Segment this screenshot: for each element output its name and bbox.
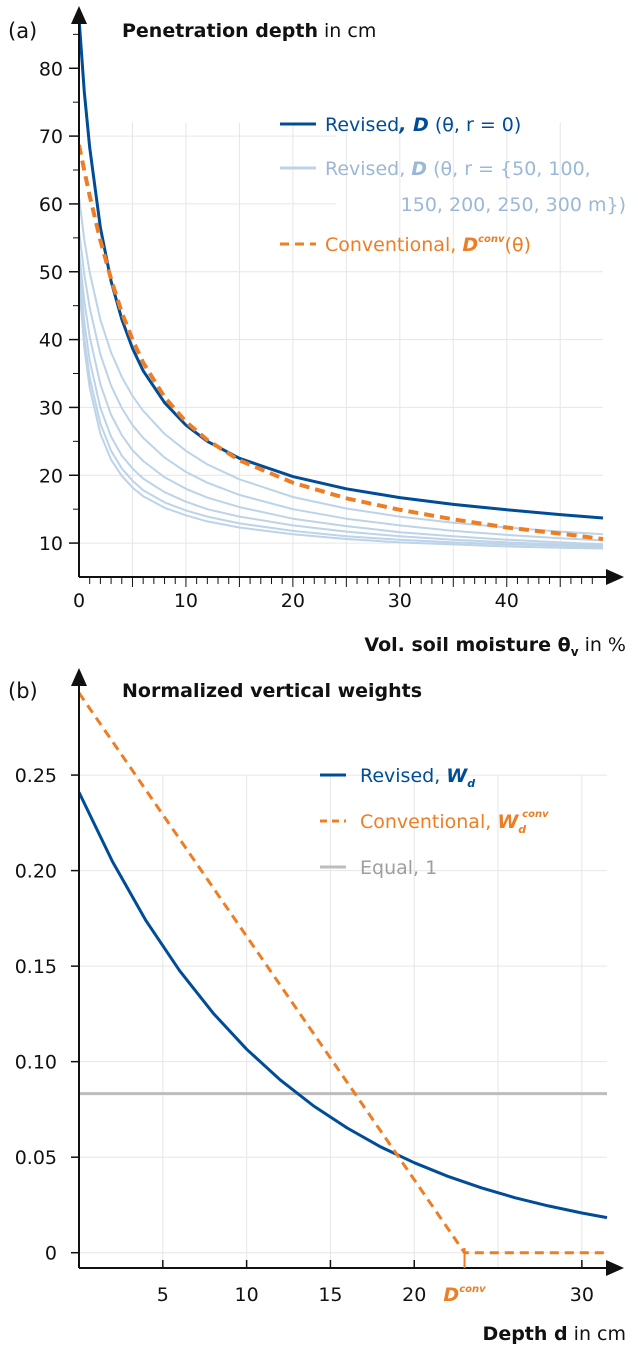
x-tick-label: 40 (495, 590, 519, 612)
series-line-3 (79, 251, 604, 546)
x-tick-label: 30 (388, 590, 412, 612)
x-tick-label: 10 (235, 1284, 259, 1306)
panel-a-x-ticks: 0 10 20 30 40 (73, 577, 593, 612)
panel-b-legend: Revised, Wd Conventional, Wdconv Equal, … (320, 765, 549, 879)
y-tick-label: 80 (39, 58, 63, 80)
panel-a-x-label: Vol. soil moisture θv in % (364, 634, 626, 659)
series-line-6 (79, 281, 604, 550)
panel-b-label: (b) (8, 679, 38, 703)
series-line-4 (79, 264, 604, 547)
panel-a-y-ticks: 10 20 30 40 50 60 70 80 (39, 33, 79, 555)
y-tick-label: 0.10 (15, 1052, 57, 1074)
panel-b-x-label: Depth d in cm (483, 1323, 626, 1345)
legend-equal: Equal, 1 (360, 857, 437, 879)
dconv-tick-label: Dconv (443, 1284, 486, 1306)
x-tick-label: 30 (570, 1284, 594, 1306)
y-tick-label: 0.25 (15, 765, 57, 787)
panel-a-title-rest: in cm (318, 20, 376, 42)
y-tick-label: 60 (39, 194, 63, 216)
panel-b-x-ticks: 5 10 15 20 30 (157, 1260, 594, 1306)
panel-b-series (79, 692, 608, 1255)
series-line-2 (79, 230, 604, 542)
y-tick-label: 70 (39, 126, 63, 148)
panel-b-title: Normalized vertical weights (122, 680, 422, 702)
panel-b-y-arrow (71, 668, 87, 686)
legend-revised-r: Revised, D (θ, r = {50, 100, (325, 158, 591, 180)
panel-a-series (79, 17, 604, 550)
panel-b-x-arrow (606, 1260, 624, 1276)
panel-a-x-arrow (606, 569, 624, 585)
x-tick-label: 20 (402, 1284, 426, 1306)
panel-a-x-label-bold: Vol. soil moisture θ (364, 634, 570, 656)
legend-revised: Revised, D (θ, r = 0) (325, 114, 521, 136)
y-tick-label: 0 (45, 1243, 57, 1265)
x-tick-label: 5 (157, 1284, 169, 1306)
series-line-0 (79, 17, 604, 520)
panel-a-title: Penetration depth in cm (122, 20, 376, 42)
y-tick-label: 0.20 (15, 861, 57, 883)
series-line-0 (79, 791, 608, 1220)
series-line-1 (79, 692, 607, 1255)
panel-a-y-arrow (71, 6, 87, 24)
x-tick-label: 10 (174, 590, 198, 612)
panel-b-grid (79, 774, 607, 1268)
y-tick-label: 40 (39, 330, 63, 352)
y-tick-label: 0.05 (15, 1147, 57, 1169)
panel-a-x-label-rest: in % (579, 634, 626, 656)
legend-conventional: Conventional, Dconv(θ) (325, 234, 531, 256)
panel-a-legend: Revised, D (θ, r = 0) Revised, D (θ, r =… (280, 114, 626, 256)
series-line-1 (79, 196, 604, 536)
panel-b-y-ticks: 0 0.05 0.10 0.15 0.20 0.25 (15, 765, 79, 1265)
panel-a-grid (79, 122, 603, 577)
y-tick-label: 0.15 (15, 956, 57, 978)
legend-revised-w: Revised, Wd (360, 765, 475, 790)
x-tick-label: 15 (318, 1284, 342, 1306)
x-tick-label: 20 (281, 590, 305, 612)
y-tick-label: 20 (39, 465, 63, 487)
panel-a-title-bold: Penetration depth (122, 20, 318, 42)
panel-a: (a) Penetration depth in cm 10 20 30 40 50 60… (8, 6, 626, 659)
y-tick-label: 30 (39, 397, 63, 419)
panel-a-label: (a) (8, 19, 37, 43)
x-tick-label: 0 (73, 590, 85, 612)
panel-b-x-label-rest: in cm (568, 1323, 626, 1345)
series-line-5 (79, 275, 604, 549)
panel-b-x-label-bold: Depth d (483, 1323, 568, 1345)
series-line-7 (79, 144, 604, 541)
legend-revised-r-line2: 150, 200, 250, 300 m}) (401, 194, 626, 216)
y-tick-label: 50 (39, 262, 63, 284)
legend-conventional-w: Conventional, Wdconv (360, 809, 549, 836)
panel-b: (b) Normalized vertical weights 0 0.05 0.1… (8, 668, 626, 1345)
y-tick-label: 10 (39, 533, 63, 555)
panel-a-x-label-sub: v (571, 645, 579, 659)
